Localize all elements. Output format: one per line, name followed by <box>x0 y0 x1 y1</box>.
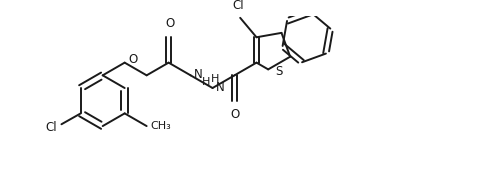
Text: S: S <box>275 65 282 78</box>
Text: CH₃: CH₃ <box>150 121 171 131</box>
Text: O: O <box>230 108 240 121</box>
Text: N: N <box>216 81 224 94</box>
Text: N: N <box>194 68 203 81</box>
Text: Cl: Cl <box>45 121 57 134</box>
Text: H: H <box>201 77 209 87</box>
Text: O: O <box>128 53 137 66</box>
Text: Cl: Cl <box>232 0 244 12</box>
Text: O: O <box>164 17 174 30</box>
Text: H: H <box>210 74 219 84</box>
